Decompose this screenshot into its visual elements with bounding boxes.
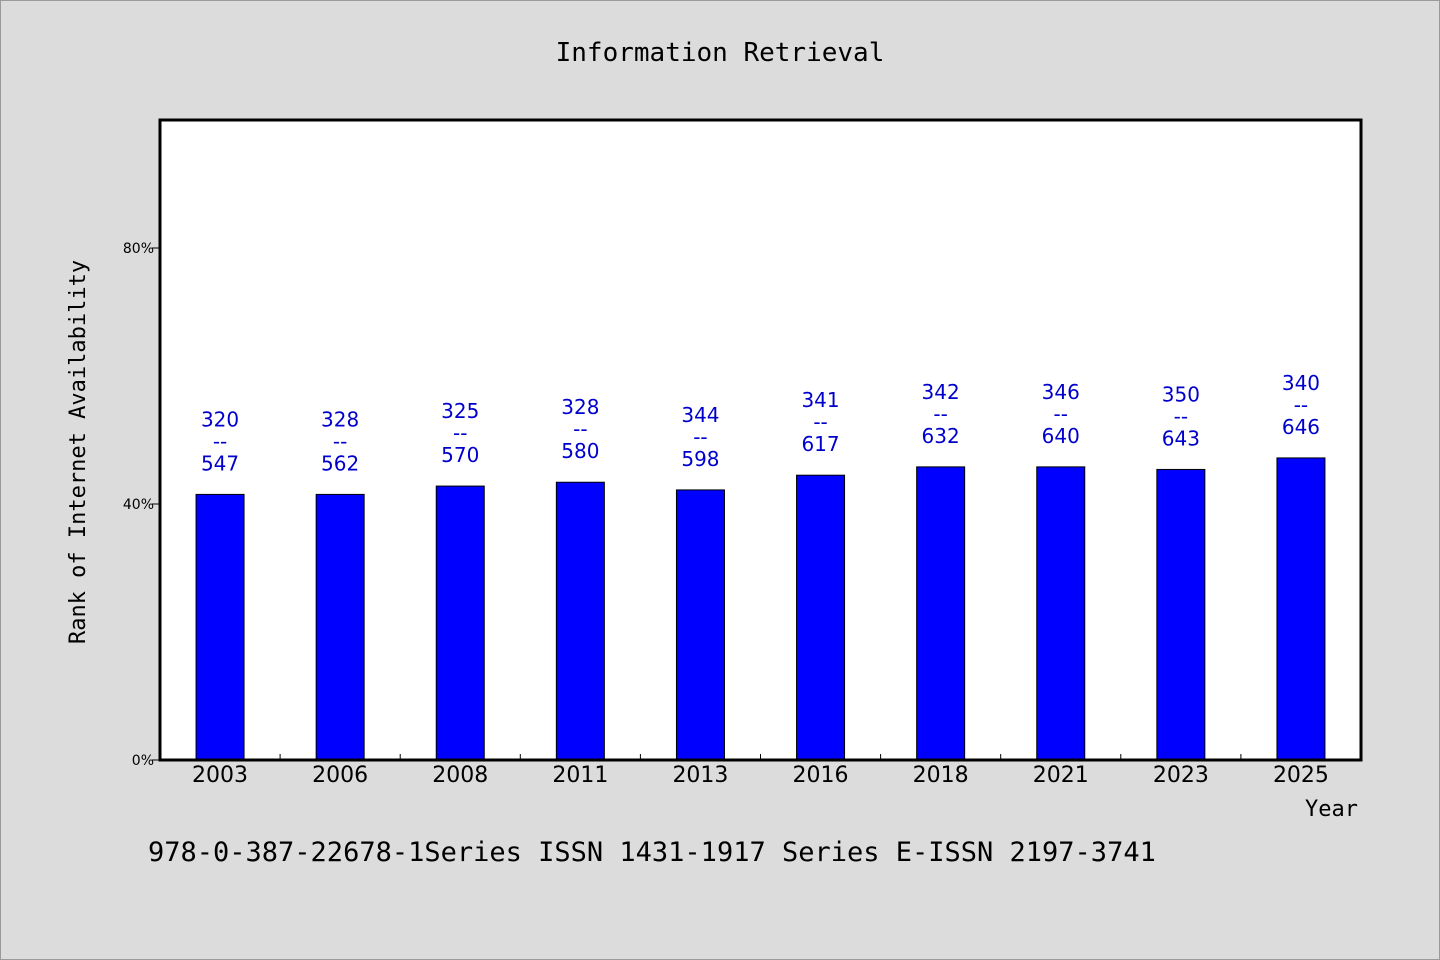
x-tick-label: 2016 — [793, 763, 849, 788]
data-label-2025-top: 340 — [1282, 371, 1320, 395]
data-label-2023-bottom: 643 — [1162, 426, 1200, 450]
data-label-2008-top: 325 — [441, 399, 479, 423]
bar-2003 — [195, 493, 245, 761]
x-tick-label: 2018 — [913, 763, 969, 788]
data-labels-layer: 320--547328--562325--570328--580344--598… — [201, 371, 1320, 475]
bars-layer — [195, 457, 1326, 761]
ticks-layer: 2003 2006 2008 2011 2013 2016 2018 2021 2023 2025… — [123, 241, 1329, 788]
x-axis-label: Year — [1305, 797, 1358, 822]
data-label-2018-separator: -- — [933, 402, 947, 426]
data-label-2021-top: 346 — [1042, 380, 1080, 404]
bar-2013 — [675, 489, 725, 761]
data-label-2016-bottom: 617 — [801, 432, 839, 456]
bar-2021 — [1036, 466, 1086, 761]
data-label-2023-separator: -- — [1174, 404, 1188, 428]
bar-2008 — [435, 485, 485, 761]
bar-2016 — [796, 474, 846, 761]
data-label-2021-separator: -- — [1054, 402, 1068, 426]
data-label-2008-bottom: 570 — [441, 443, 479, 467]
data-label-2006-separator: -- — [333, 429, 347, 453]
data-label-2006-top: 328 — [321, 407, 359, 431]
y-tick-label: 40% — [123, 497, 154, 513]
data-label-2018-bottom: 632 — [922, 424, 960, 448]
bar-2025 — [1276, 457, 1326, 761]
data-label-2013-separator: -- — [693, 425, 707, 449]
data-label-2006-bottom: 562 — [321, 451, 359, 475]
plot-border — [158, 118, 1363, 762]
data-label-2003-top: 320 — [201, 407, 239, 431]
x-tick-label: 2003 — [192, 763, 248, 788]
x-tick-label: 2025 — [1273, 763, 1329, 788]
x-tick-label: 2021 — [1033, 763, 1089, 788]
y-axis-label: Rank of Internet Availability — [66, 260, 91, 644]
x-tick-label: 2008 — [432, 763, 488, 788]
data-label-2016-separator: -- — [813, 410, 827, 434]
data-label-2011-top: 328 — [561, 395, 599, 419]
x-tick-label: 2006 — [312, 763, 368, 788]
data-label-2003-separator: -- — [213, 429, 227, 453]
y-tick-label: 0% — [132, 753, 154, 769]
footer-isbn-text: 978-0-387-22678-1Series ISSN 1431-1917 S… — [148, 837, 1156, 868]
data-label-2018-top: 342 — [922, 380, 960, 404]
x-tick-label: 2013 — [672, 763, 728, 788]
data-label-2021-bottom: 640 — [1042, 424, 1080, 448]
data-label-2025-separator: -- — [1294, 393, 1308, 417]
bar-2023 — [1156, 468, 1206, 761]
x-tick-label: 2023 — [1153, 763, 1209, 788]
data-label-2016-top: 341 — [801, 388, 839, 412]
bar-2018 — [916, 466, 966, 761]
x-tick-label: 2011 — [552, 763, 608, 788]
data-label-2025-bottom: 646 — [1282, 415, 1320, 439]
data-label-2003-bottom: 547 — [201, 451, 239, 475]
bar-2006 — [315, 493, 365, 761]
data-label-2013-bottom: 598 — [681, 447, 719, 471]
data-label-2008-separator: -- — [453, 421, 467, 445]
data-label-2013-top: 344 — [681, 403, 719, 427]
data-label-2011-bottom: 580 — [561, 439, 599, 463]
chart-title: Information Retrieval — [556, 38, 885, 68]
data-label-2011-separator: -- — [573, 417, 587, 441]
bar-2011 — [555, 481, 605, 761]
data-label-2023-top: 350 — [1162, 382, 1200, 406]
y-tick-label: 80% — [123, 241, 154, 257]
